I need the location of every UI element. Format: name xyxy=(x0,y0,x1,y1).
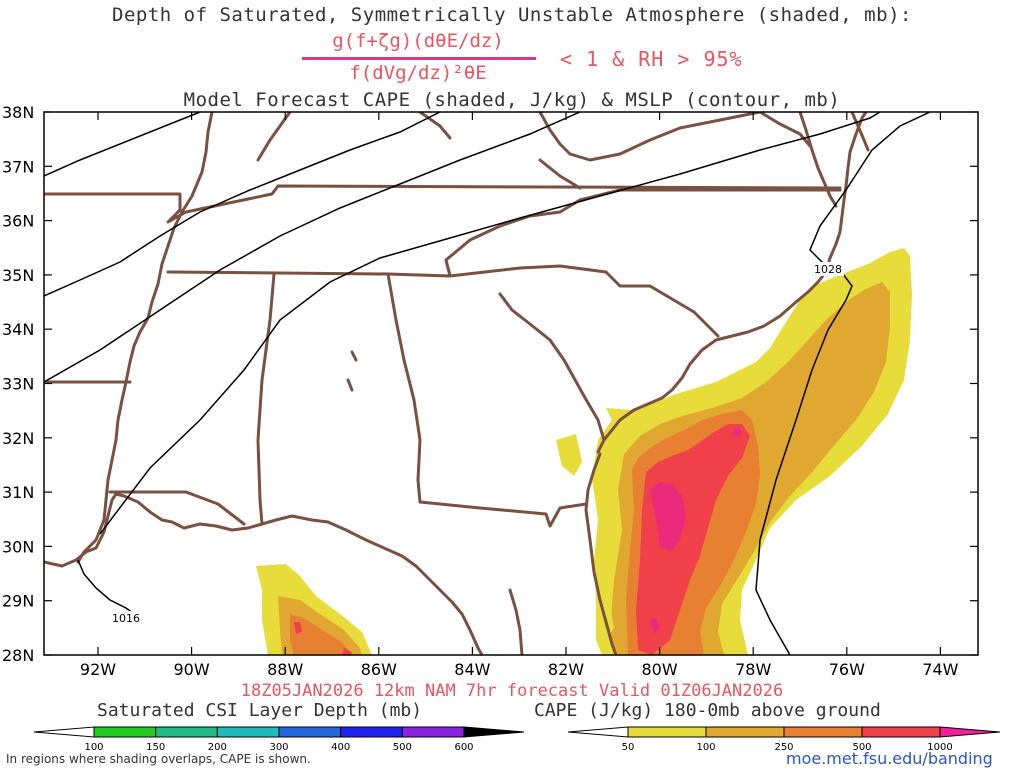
cape-area-magenta xyxy=(650,428,742,634)
map-title-line3: Model Forecast CAPE (shaded, J/kg) & MSL… xyxy=(183,89,841,111)
cape-colorbar-label: CAPE (J/kg) 180-0mb above ground xyxy=(534,700,881,721)
al-interior xyxy=(346,350,358,392)
la-ms-line xyxy=(108,490,246,526)
state-boundaries xyxy=(44,112,870,655)
va-nc-line xyxy=(578,188,842,202)
isobar-1016-line xyxy=(44,112,441,297)
isobar-lower-left xyxy=(77,559,141,619)
isobar-1024-line xyxy=(99,112,881,535)
lat-label: 32N xyxy=(2,429,34,448)
forecast-valid-time: 18Z05JAN2026 12km NAM 7hr forecast Valid… xyxy=(240,681,784,701)
colorbar-segment xyxy=(705,726,785,738)
florida-coast xyxy=(508,452,618,655)
cape-colorbar: 50 100 250 500 1000 xyxy=(567,726,1001,753)
isobar-label-1016: 1016 xyxy=(112,612,140,625)
formula-criterion: < 1 & RH > 95% xyxy=(560,47,743,71)
cape-gulf-red xyxy=(294,622,352,655)
formula-denominator: f(dVg/dz)²θE xyxy=(349,62,487,84)
tn-ky-line xyxy=(44,184,842,224)
colorbar-segment xyxy=(93,726,157,738)
lon-label: 76W xyxy=(829,660,865,679)
lon-label: 88W xyxy=(267,660,303,679)
colorbar-segment xyxy=(861,726,941,738)
lat-label: 31N xyxy=(2,483,34,502)
colorbar-tick-label: 300 xyxy=(269,742,288,753)
colorbar-segment xyxy=(155,726,218,738)
colorbar-low-arrow xyxy=(33,726,95,738)
lon-label: 80W xyxy=(642,660,678,679)
colorbar-tick-label: 100 xyxy=(696,742,715,753)
lat-label: 37N xyxy=(2,157,34,176)
al-ga-line xyxy=(386,272,422,504)
colorbar-tick-label: 1000 xyxy=(927,742,952,753)
cape-gulf-orange xyxy=(290,614,352,655)
ga-sc-line xyxy=(604,270,720,338)
md-va-line xyxy=(758,112,812,148)
lon-label: 84W xyxy=(454,660,490,679)
mslp-contours xyxy=(44,112,931,655)
delmarva xyxy=(850,112,870,152)
lat-label: 29N xyxy=(2,592,34,611)
lat-label: 38N xyxy=(2,103,34,122)
formula-numerator: g(f+ζg)(dθE/dz) xyxy=(332,30,504,52)
colorbar-tick-label: 250 xyxy=(774,742,793,753)
colorbar-segment xyxy=(216,726,280,738)
isobar-1028-line xyxy=(755,112,931,655)
fl-al-line xyxy=(418,500,588,528)
nc-sc-line xyxy=(444,198,582,278)
lon-label: 82W xyxy=(548,660,584,679)
latitude-axis: 38N 37N 36N 35N 34N 33N 32N 31N 30N 29N 28N xyxy=(2,103,978,665)
cape-shading xyxy=(256,248,912,655)
lat-label: 36N xyxy=(2,212,34,231)
ms-tn-line xyxy=(166,264,608,278)
lon-label: 74W xyxy=(922,660,958,679)
colorbar-low-arrow xyxy=(567,726,629,738)
cape-area-red xyxy=(636,424,750,655)
colorbar-high-arrow xyxy=(939,726,1001,738)
formula-fraction-bar xyxy=(302,57,536,60)
colorbar-tick-label: 500 xyxy=(393,742,412,753)
overlap-note: In regions where shading overlaps, CAPE … xyxy=(6,752,311,766)
colorbar-high-arrow xyxy=(463,726,525,738)
lon-label: 90W xyxy=(174,660,210,679)
lon-label: 92W xyxy=(80,660,116,679)
source-link[interactable]: moe.met.fsu.edu/banding xyxy=(786,749,993,768)
lat-label: 28N xyxy=(2,646,34,665)
lon-label: 86W xyxy=(361,660,397,679)
colorbar-segment xyxy=(340,726,403,738)
mississippi-river xyxy=(76,112,214,564)
colorbar-tick-label: 150 xyxy=(146,742,165,753)
colorbar-tick-label: 400 xyxy=(331,742,350,753)
sc-ga-river xyxy=(498,292,606,442)
lat-label: 34N xyxy=(2,320,34,339)
colorbar-segment xyxy=(278,726,342,738)
isobar-1020-line xyxy=(44,112,581,383)
isobar-label-1028: 1028 xyxy=(814,263,842,276)
lat-label: 35N xyxy=(2,266,34,285)
longitude-axis: 92W 90W 88W 86W 84W 82W 80W 78W 76W 74W xyxy=(80,112,959,679)
colorbar-segment xyxy=(783,726,863,738)
csi-colorbar: 100 150 200 300 400 500 600 xyxy=(33,726,525,753)
csi-colorbar-label: Saturated CSI Layer Depth (mb) xyxy=(97,700,423,721)
colorbar-segment xyxy=(627,726,707,738)
ky-northern xyxy=(256,112,762,162)
wv-va-line xyxy=(538,158,582,190)
colorbar-segment xyxy=(401,726,465,738)
colorbar-tick-label: 200 xyxy=(208,742,227,753)
lat-label: 30N xyxy=(2,537,34,556)
map-title-line1: Depth of Saturated, Symmetrically Unstab… xyxy=(112,4,912,26)
isobar-labels: 1016 1028 xyxy=(110,262,844,625)
colorbar-tick-label: 50 xyxy=(622,742,635,753)
lat-label: 33N xyxy=(2,375,34,394)
chesapeake xyxy=(798,112,838,208)
colorbar-tick-label: 600 xyxy=(454,742,473,753)
atlantic-coast xyxy=(596,112,868,454)
colorbar-tick-label: 500 xyxy=(852,742,871,753)
coastline xyxy=(44,492,484,655)
colorbar-tick-label: 100 xyxy=(84,742,103,753)
ms-al-line xyxy=(256,272,276,526)
lon-label: 78W xyxy=(735,660,771,679)
